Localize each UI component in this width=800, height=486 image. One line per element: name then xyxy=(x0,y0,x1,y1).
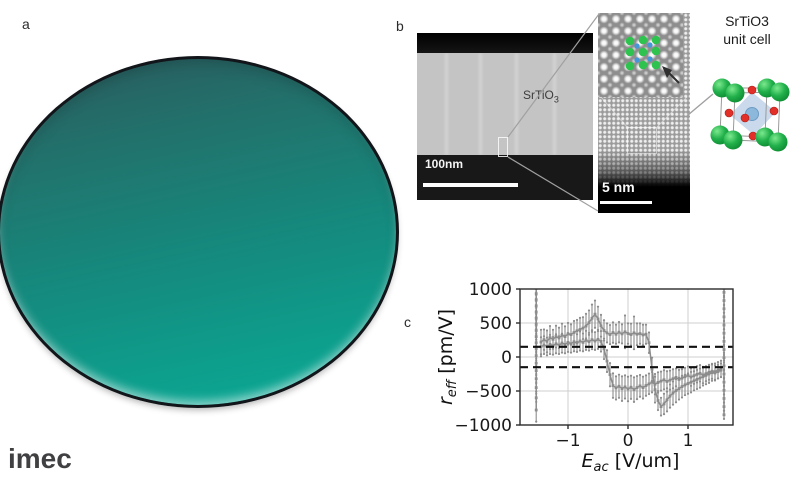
unit-cell-title-line2: unit cell xyxy=(723,31,771,48)
unit-cell-title: SrTiO3 unit cell xyxy=(702,12,792,48)
tem-texture-streak xyxy=(515,53,518,155)
svg-text:−500: −500 xyxy=(465,382,512,402)
svg-text:−1: −1 xyxy=(555,431,580,451)
tem-scalebar xyxy=(423,183,518,187)
tem-top-dark-band xyxy=(417,33,593,53)
atom-overlay-graphic xyxy=(600,35,688,128)
svg-text:0: 0 xyxy=(501,348,512,368)
imec-logo: imec xyxy=(8,443,72,474)
chart-series xyxy=(534,289,726,423)
unit-cell-diagram xyxy=(710,78,790,152)
panel-b-label: b xyxy=(396,18,404,34)
ti-atom-dots xyxy=(634,42,653,63)
chart-ticks: −1 0 1 1000 500 0 −500 −1000 xyxy=(454,280,693,451)
svg-text:−1000: −1000 xyxy=(454,416,512,436)
tem-texture-streak xyxy=(479,53,482,155)
tem-zoom-region-box xyxy=(498,137,508,157)
unit-cell-title-line1: SrTiO3 xyxy=(725,13,769,29)
stem-inset-image: 5 nm xyxy=(598,13,690,213)
o-atoms xyxy=(724,85,779,141)
panel-a-label: a xyxy=(22,16,30,32)
inset-scalebar xyxy=(600,201,652,204)
svg-text:0: 0 xyxy=(623,431,634,451)
sr-atom-dots xyxy=(625,35,661,71)
srtio3-wafer-photo xyxy=(0,56,399,408)
sr-atoms xyxy=(710,78,790,152)
tem-cross-section-image: SrTiO3 100nm xyxy=(417,33,593,200)
tem-texture-streak xyxy=(445,53,448,155)
stem-magnified-region xyxy=(598,13,683,97)
svg-text:1000: 1000 xyxy=(469,280,512,300)
svg-text:reff [pm/V]: reff [pm/V] xyxy=(435,309,460,405)
svg-text:1: 1 xyxy=(683,431,694,451)
inset-scalebar-label: 5 nm xyxy=(602,179,635,195)
svg-text:500: 500 xyxy=(480,314,512,334)
panel-c-label: c xyxy=(404,314,411,330)
electro-optic-response-chart: −1 0 1 1000 500 0 −500 −1000 Eac [V/um] reff [pm/… xyxy=(435,280,734,475)
tem-material-label: SrTiO3 xyxy=(523,88,559,105)
svg-text:Eac [V/um]: Eac [V/um] xyxy=(582,450,680,475)
pointer-arrow-icon xyxy=(662,66,680,84)
tem-scalebar-label: 100nm xyxy=(425,157,464,171)
